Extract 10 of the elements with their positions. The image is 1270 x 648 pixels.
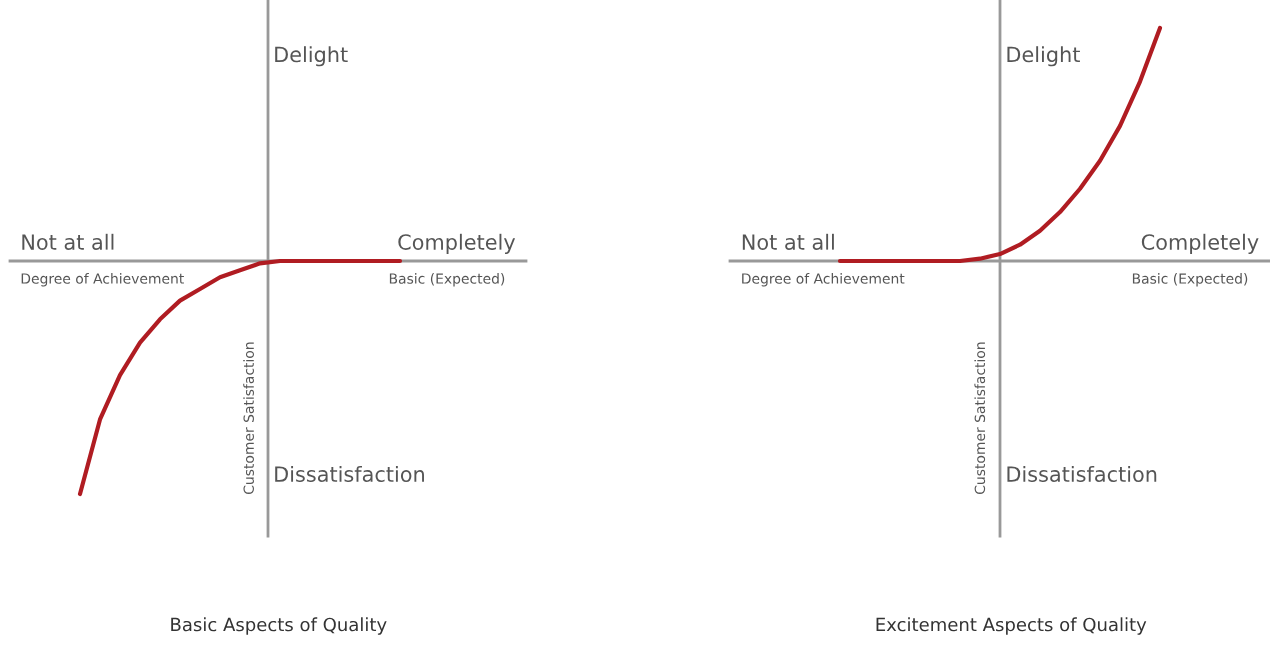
text: Dissatisfaction (1007, 465, 1157, 483)
text: Completely (398, 233, 516, 254)
text: Delight (275, 46, 348, 67)
text: Excitement Aspects of Quality (876, 617, 1147, 635)
text: Basic Aspects of Quality (171, 617, 387, 635)
annotation: Delight (1007, 46, 1080, 67)
annotation: Not at all (742, 233, 834, 250)
text: Not at all (22, 233, 114, 250)
annotation: Completely (1141, 233, 1259, 254)
annotation: Dissatisfaction (275, 465, 424, 483)
